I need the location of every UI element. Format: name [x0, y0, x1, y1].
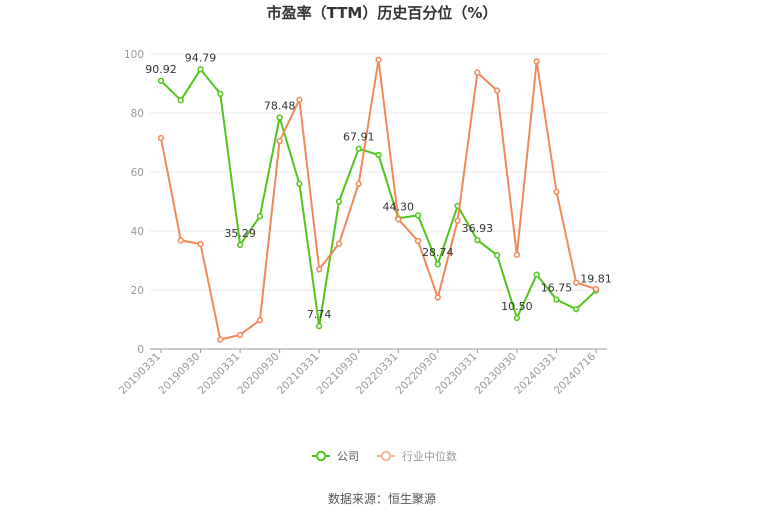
series-0-point[interactable]	[256, 213, 264, 220]
series-1-point[interactable]	[375, 56, 382, 64]
data-labels: 90.92 94.79 35.29 78.48 7.74 67.91 44.30 28.74 3…	[145, 51, 612, 321]
series-1-point[interactable]	[256, 316, 264, 324]
grid-lines	[150, 53, 607, 291]
y-axis: 0 20 40 60 80 100	[124, 49, 144, 356]
data-label: 44.30	[383, 200, 415, 213]
x-tick-label: 20240716	[552, 350, 599, 397]
legend-marker	[315, 450, 327, 462]
series-1-point[interactable]	[355, 180, 362, 187]
series-1-point[interactable]	[157, 134, 165, 142]
series-1-point[interactable]	[335, 240, 343, 247]
y-tick-label: 80	[131, 108, 144, 120]
series-0-point[interactable]	[355, 145, 362, 152]
series-1-point[interactable]	[573, 279, 580, 286]
series-1-point[interactable]	[236, 331, 244, 338]
series-0-point[interactable]	[316, 323, 323, 330]
series-1-point[interactable]	[553, 188, 560, 195]
series-0-point[interactable]	[434, 261, 441, 268]
series-1-point[interactable]	[434, 294, 441, 301]
series-0-point[interactable]	[414, 212, 422, 219]
x-tick-label: 20230930	[473, 351, 519, 397]
series-0-point[interactable]	[296, 180, 303, 187]
data-label: 78.48	[264, 99, 296, 112]
series-1-point[interactable]	[493, 87, 501, 94]
series-0-point[interactable]	[375, 151, 382, 159]
series-1-point[interactable]	[592, 285, 600, 293]
series-0-point[interactable]	[217, 90, 224, 97]
series-1-point[interactable]	[474, 69, 481, 76]
data-label: 7.74	[307, 308, 332, 321]
x-tick-label: 20190930	[156, 351, 202, 397]
series-1-point[interactable]	[217, 336, 224, 343]
x-tick-label: 20220930	[394, 351, 440, 397]
legend-label: 行业中位数	[402, 449, 457, 463]
series-1-point[interactable]	[296, 96, 303, 103]
series-1-point[interactable]	[177, 237, 184, 244]
data-label: 28.74	[422, 246, 454, 259]
data-label: 36.93	[462, 222, 494, 235]
series-0-point[interactable]	[236, 241, 244, 249]
series-0-point[interactable]	[157, 77, 165, 84]
series-0-point[interactable]	[335, 198, 343, 205]
data-label: 10.50	[501, 300, 533, 313]
x-tick-label: 20210930	[315, 351, 361, 397]
series-layer	[157, 56, 600, 343]
series-0-point[interactable]	[493, 252, 501, 259]
series-0-point[interactable]	[474, 236, 481, 244]
series-0-point[interactable]	[533, 271, 540, 278]
x-tick-label: 20220331	[354, 351, 400, 397]
series-0-point[interactable]	[197, 66, 204, 73]
chart-title: 市盈率（TTM）历史百分位（%）	[267, 4, 498, 22]
x-axis: 2019033120190930202003312020093020210331…	[117, 348, 607, 397]
legend-item-1[interactable]: 行业中位数	[377, 449, 457, 463]
x-tick-label: 20240331	[512, 351, 558, 397]
data-label: 35.29	[224, 227, 256, 240]
series-1-point[interactable]	[197, 240, 204, 248]
y-tick-label: 60	[131, 167, 144, 179]
source-note: 数据来源：恒生聚源	[328, 491, 436, 506]
series-1-point[interactable]	[395, 216, 402, 223]
series-1-point[interactable]	[316, 266, 323, 273]
series-line-0	[160, 68, 597, 328]
series-0-point[interactable]	[573, 306, 580, 313]
y-tick-label: 40	[131, 226, 144, 238]
series-0-point[interactable]	[276, 114, 283, 121]
series-0-point[interactable]	[553, 296, 560, 303]
x-tick-label: 20230331	[433, 351, 479, 397]
x-tick-label: 20200930	[235, 351, 281, 397]
legend: 公司 行业中位数	[312, 449, 457, 463]
series-1-point[interactable]	[454, 217, 461, 224]
series-1-point[interactable]	[533, 58, 540, 65]
series-1-point[interactable]	[414, 237, 422, 245]
data-label: 67.91	[343, 131, 375, 144]
y-tick-label: 100	[124, 49, 144, 61]
series-0-point[interactable]	[177, 97, 184, 104]
data-label: 94.79	[185, 51, 217, 64]
legend-label: 公司	[337, 450, 359, 463]
data-label: 90.92	[145, 63, 177, 76]
data-label: 19.81	[580, 273, 612, 286]
series-0-point[interactable]	[513, 314, 521, 322]
y-tick-label: 20	[131, 285, 144, 297]
series-1-point[interactable]	[276, 137, 283, 145]
x-tick-label: 20210331	[275, 351, 321, 397]
x-tick-label: 20200331	[196, 351, 242, 397]
x-tick-label: 20190331	[117, 351, 163, 397]
legend-item-0[interactable]: 公司	[312, 450, 359, 463]
series-1-point[interactable]	[513, 251, 521, 259]
y-tick-label: 0	[137, 344, 144, 356]
data-label: 16.75	[541, 282, 573, 295]
legend-marker	[380, 450, 392, 462]
series-line-1	[160, 58, 597, 341]
